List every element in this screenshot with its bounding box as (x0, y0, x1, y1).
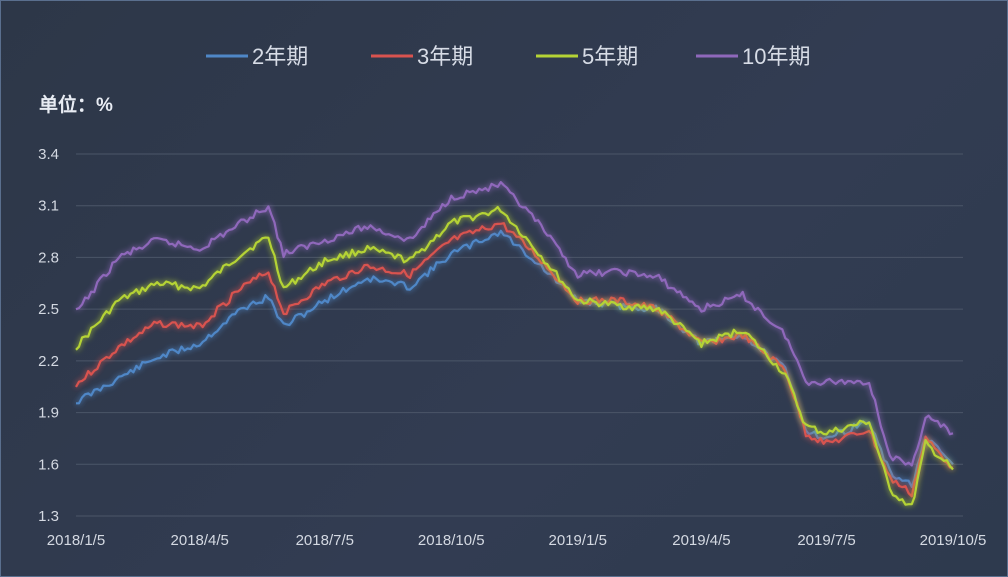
x-tick-label: 2018/1/5 (47, 532, 105, 549)
y-tick-label: 3.1 (38, 198, 59, 215)
x-axis: 2018/1/5 2018/4/5 2018/7/5 2018/10/5 2019/1/… (47, 532, 987, 549)
y-axis: 3.4 3.1 2.8 2.5 2.2 1.9 1.6 1.3 (38, 146, 59, 525)
series-line (75, 205, 954, 506)
y-tick-label: 2.8 (38, 249, 59, 266)
unit-label: 单位：% (39, 93, 113, 116)
x-tick-label: 2018/7/5 (296, 532, 354, 549)
x-tick-label: 2019/7/5 (797, 532, 855, 549)
legend-label: 10年期 (742, 44, 810, 69)
x-tick-label: 2019/10/5 (920, 532, 987, 549)
y-tick-label: 1.6 (38, 456, 59, 473)
x-tick-label: 2018/10/5 (418, 532, 485, 549)
legend-label: 2年期 (252, 44, 308, 69)
y-tick-label: 3.4 (38, 146, 59, 163)
series-line (76, 229, 954, 488)
legend-label: 3年期 (417, 44, 473, 69)
y-tick-label: 2.5 (38, 301, 59, 318)
series-lines (75, 181, 954, 506)
series-line (75, 181, 954, 467)
y-tick-label: 1.9 (38, 405, 59, 422)
series-line (75, 222, 954, 498)
legend-label: 5年期 (582, 44, 638, 69)
grid-lines (76, 153, 963, 517)
legend: 2年期 3年期 5年期 10年期 (206, 44, 810, 69)
x-tick-label: 2019/4/5 (672, 532, 730, 549)
y-tick-label: 1.3 (38, 508, 59, 525)
x-tick-label: 2018/4/5 (171, 532, 229, 549)
y-tick-label: 2.2 (38, 353, 59, 370)
x-tick-label: 2019/1/5 (549, 532, 607, 549)
